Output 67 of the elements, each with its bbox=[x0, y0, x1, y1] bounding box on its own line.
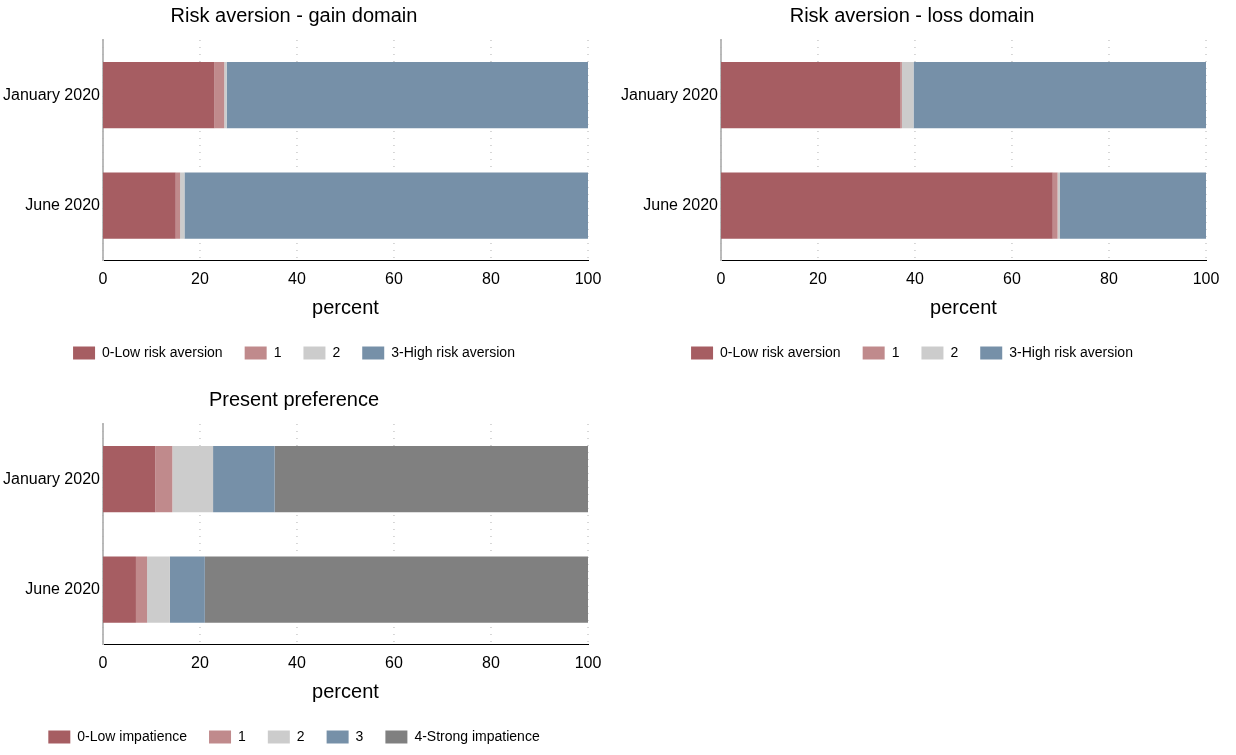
bar bbox=[204, 556, 588, 623]
bar bbox=[184, 172, 588, 239]
y-tick-label: June 2020 bbox=[643, 196, 719, 214]
x-tick-label: 20 bbox=[191, 269, 209, 287]
bar bbox=[147, 556, 170, 623]
legend-label: 1 bbox=[273, 343, 282, 360]
x-tick-label: 40 bbox=[288, 653, 306, 671]
bar bbox=[135, 556, 148, 623]
bar bbox=[720, 172, 1053, 239]
bar bbox=[1060, 172, 1206, 239]
bar bbox=[901, 62, 914, 129]
x-axis-title: percent bbox=[312, 679, 380, 702]
bar bbox=[720, 62, 901, 129]
bar bbox=[155, 446, 173, 513]
legend-label: 1 bbox=[238, 727, 247, 744]
x-tick-label: 20 bbox=[809, 269, 827, 287]
x-tick-label: 60 bbox=[1003, 269, 1021, 287]
bar bbox=[180, 172, 185, 239]
bar bbox=[102, 172, 176, 239]
bar bbox=[913, 62, 1206, 129]
chart-title: Present preference bbox=[208, 387, 380, 410]
x-tick-label: 100 bbox=[1192, 269, 1220, 287]
bar bbox=[274, 446, 588, 513]
legend-label: 1 bbox=[891, 343, 900, 360]
legend-label: 2 bbox=[950, 343, 959, 360]
y-tick-label: June 2020 bbox=[25, 196, 101, 214]
y-tick-label: January 2020 bbox=[620, 85, 719, 103]
x-tick-label: 0 bbox=[716, 269, 726, 287]
y-tick-label: June 2020 bbox=[25, 580, 101, 598]
y-tick-label: January 2020 bbox=[2, 469, 101, 487]
x-axis-title: percent bbox=[930, 295, 998, 318]
legend-label: 0-Low impatience bbox=[77, 727, 188, 744]
legend-label: 4-Strong impatience bbox=[414, 727, 540, 744]
bar bbox=[213, 446, 275, 513]
bar bbox=[214, 62, 225, 129]
x-tick-label: 100 bbox=[574, 269, 602, 287]
bar bbox=[102, 62, 215, 129]
chart-title: Risk aversion - gain domain bbox=[170, 3, 418, 26]
legend-label: 0-Low risk aversion bbox=[102, 343, 223, 360]
bar bbox=[224, 62, 227, 129]
bar bbox=[175, 172, 181, 239]
bar bbox=[102, 556, 136, 623]
chart-title: Risk aversion - loss domain bbox=[789, 3, 1035, 26]
x-tick-label: 20 bbox=[191, 653, 209, 671]
x-tick-label: 100 bbox=[574, 653, 602, 671]
legend-label: 2 bbox=[296, 727, 305, 744]
bar bbox=[102, 446, 156, 513]
bar bbox=[169, 556, 205, 623]
bar bbox=[172, 446, 214, 513]
x-tick-label: 60 bbox=[385, 269, 403, 287]
x-tick-label: 40 bbox=[288, 269, 306, 287]
x-tick-label: 80 bbox=[482, 269, 500, 287]
legend-label: 0-Low risk aversion bbox=[720, 343, 841, 360]
legend-label: 3 bbox=[355, 727, 364, 744]
x-tick-label: 80 bbox=[482, 653, 500, 671]
bar bbox=[226, 62, 588, 129]
legend-label: 3-High risk aversion bbox=[391, 343, 515, 360]
y-tick-label: January 2020 bbox=[2, 85, 101, 103]
x-tick-label: 0 bbox=[98, 269, 108, 287]
legend-label: 3-High risk aversion bbox=[1009, 343, 1133, 360]
x-tick-label: 60 bbox=[385, 653, 403, 671]
x-tick-label: 0 bbox=[98, 653, 108, 671]
legend-label: 2 bbox=[332, 343, 341, 360]
bar bbox=[1052, 172, 1058, 239]
x-tick-label: 80 bbox=[1100, 269, 1118, 287]
x-tick-label: 40 bbox=[906, 269, 924, 287]
x-axis-title: percent bbox=[312, 295, 380, 318]
